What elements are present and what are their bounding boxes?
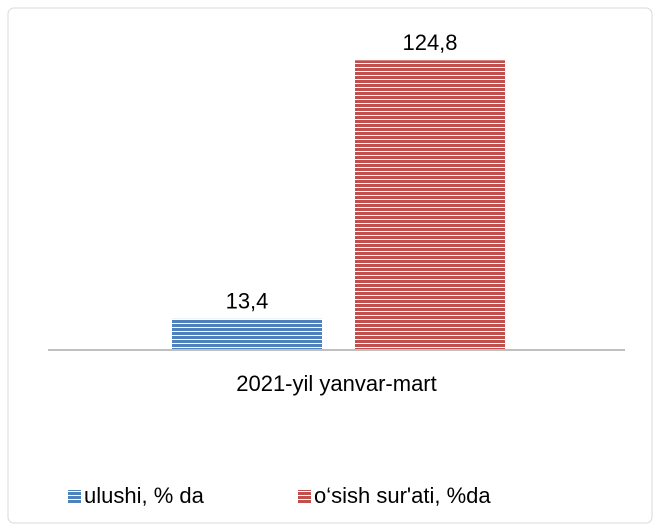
bar xyxy=(355,60,505,351)
legend-swatch xyxy=(298,490,311,503)
data-label: 13,4 xyxy=(226,289,269,314)
legend-swatch xyxy=(68,490,81,503)
legend-label: ulushi, % da xyxy=(84,483,205,508)
bar xyxy=(172,318,322,350)
legend-label: o‘sish sur'ati, %da xyxy=(314,483,491,508)
data-label: 124,8 xyxy=(402,30,457,55)
chart-border xyxy=(7,7,653,524)
x-tick-label: 2021-yil yanvar-mart xyxy=(236,371,437,396)
